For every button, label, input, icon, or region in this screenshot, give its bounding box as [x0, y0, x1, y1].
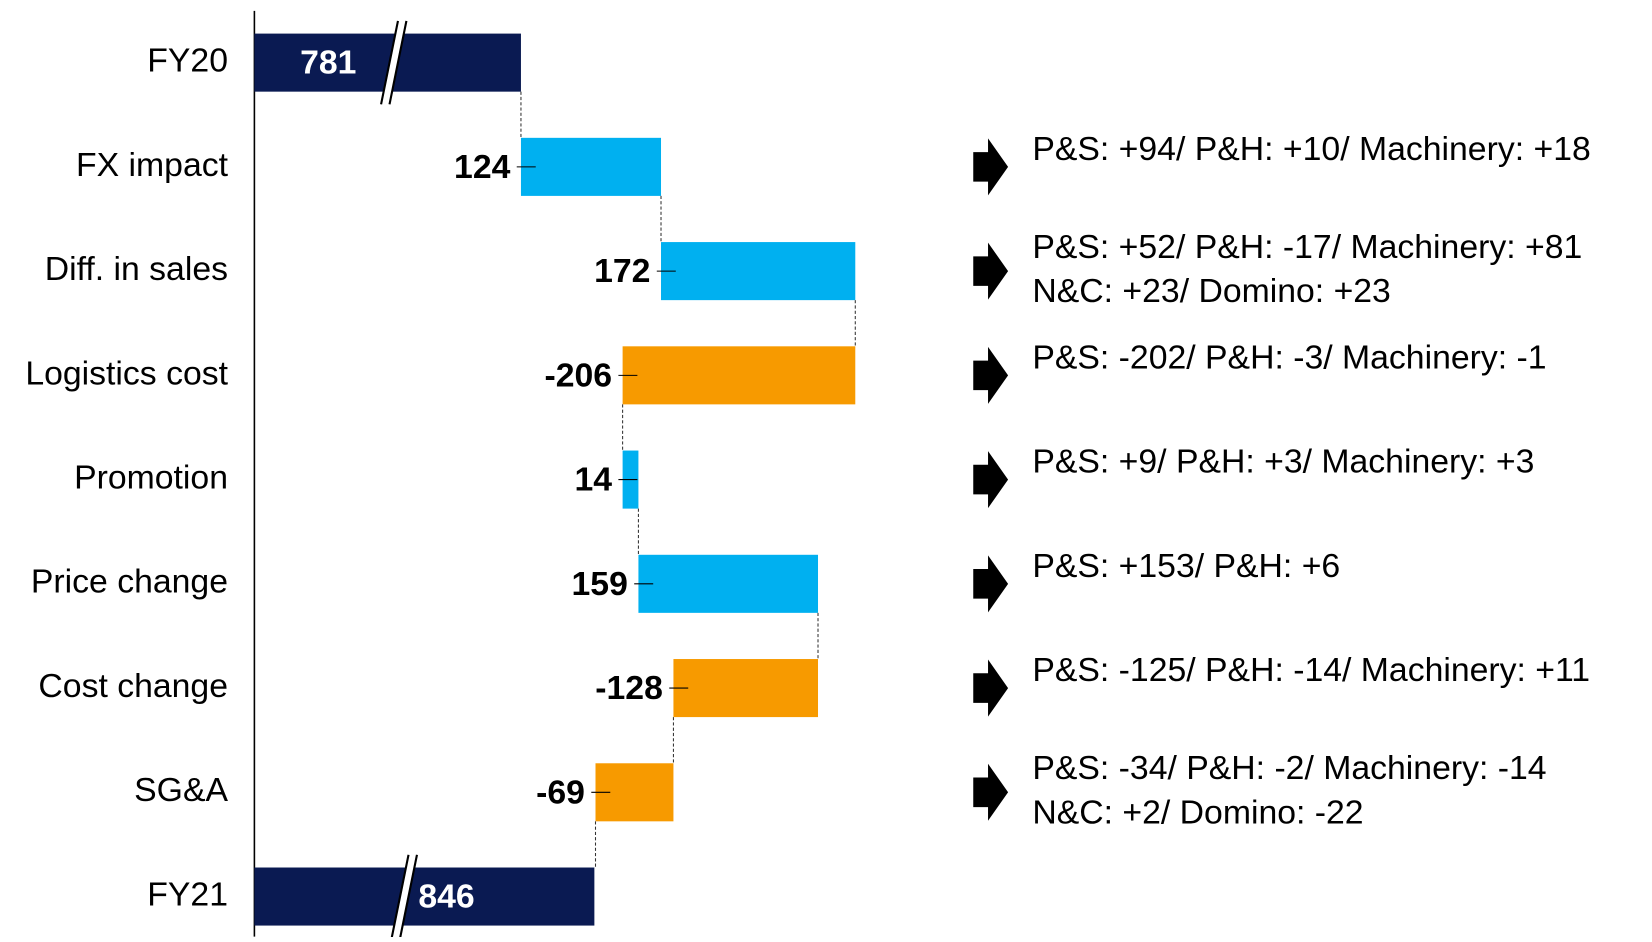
annotation: N&C: +23/ Domino: +23: [1032, 272, 1390, 310]
category-label: Diff. in sales: [45, 250, 228, 288]
annotation: P&S: +153/ P&H: +6: [1032, 547, 1340, 585]
axis-break: [399, 854, 418, 939]
category-label: Logistics cost: [25, 354, 228, 392]
value-label: -128: [595, 669, 663, 707]
category-label: SG&A: [134, 771, 228, 809]
annotation: P&S: -125/ P&H: -14/ Machinery: +11: [1032, 651, 1590, 689]
category-label: Price change: [31, 563, 228, 601]
category-label: Promotion: [74, 459, 228, 497]
axis-break: [380, 20, 399, 105]
category-label: FY20: [147, 42, 228, 80]
value-label: 846: [418, 878, 474, 916]
value-label: 14: [574, 461, 612, 499]
annotation: P&S: -34/ P&H: -2/ Machinery: -14: [1032, 749, 1546, 787]
value-label: 124: [454, 148, 511, 186]
bar: [673, 659, 819, 718]
bar: [661, 242, 856, 301]
bar: [638, 554, 819, 613]
value-label: 781: [300, 44, 356, 82]
axis-break: [391, 854, 417, 939]
arrow: [973, 763, 1009, 821]
annotation: P&S: +9/ P&H: +3/ Machinery: +3: [1032, 443, 1534, 481]
annotation: P&S: +94/ P&H: +10/ Machinery: +18: [1032, 130, 1590, 168]
value-label: -206: [544, 356, 612, 394]
bar: [520, 137, 662, 196]
value-label: -69: [536, 773, 585, 811]
bar: [254, 867, 595, 926]
axis-break: [381, 20, 407, 105]
category-label: Cost change: [38, 667, 228, 705]
value-label: 159: [572, 565, 628, 603]
arrow: [973, 346, 1009, 404]
annotation: N&C: +2/ Domino: -22: [1032, 793, 1363, 831]
category-label: FX impact: [76, 146, 229, 184]
bar: [622, 346, 856, 405]
arrow: [973, 451, 1009, 509]
axis-break: [388, 20, 408, 105]
arrow: [973, 555, 1009, 613]
axis-break: [390, 854, 410, 939]
arrow: [973, 659, 1009, 717]
category-label: FY21: [147, 875, 228, 913]
arrow: [973, 242, 1009, 300]
arrow: [973, 138, 1009, 196]
annotation: P&S: -202/ P&H: -3/ Machinery: -1: [1032, 338, 1546, 376]
annotation: P&S: +52/ P&H: -17/ Machinery: +81: [1032, 228, 1582, 266]
value-label: 172: [594, 252, 650, 290]
